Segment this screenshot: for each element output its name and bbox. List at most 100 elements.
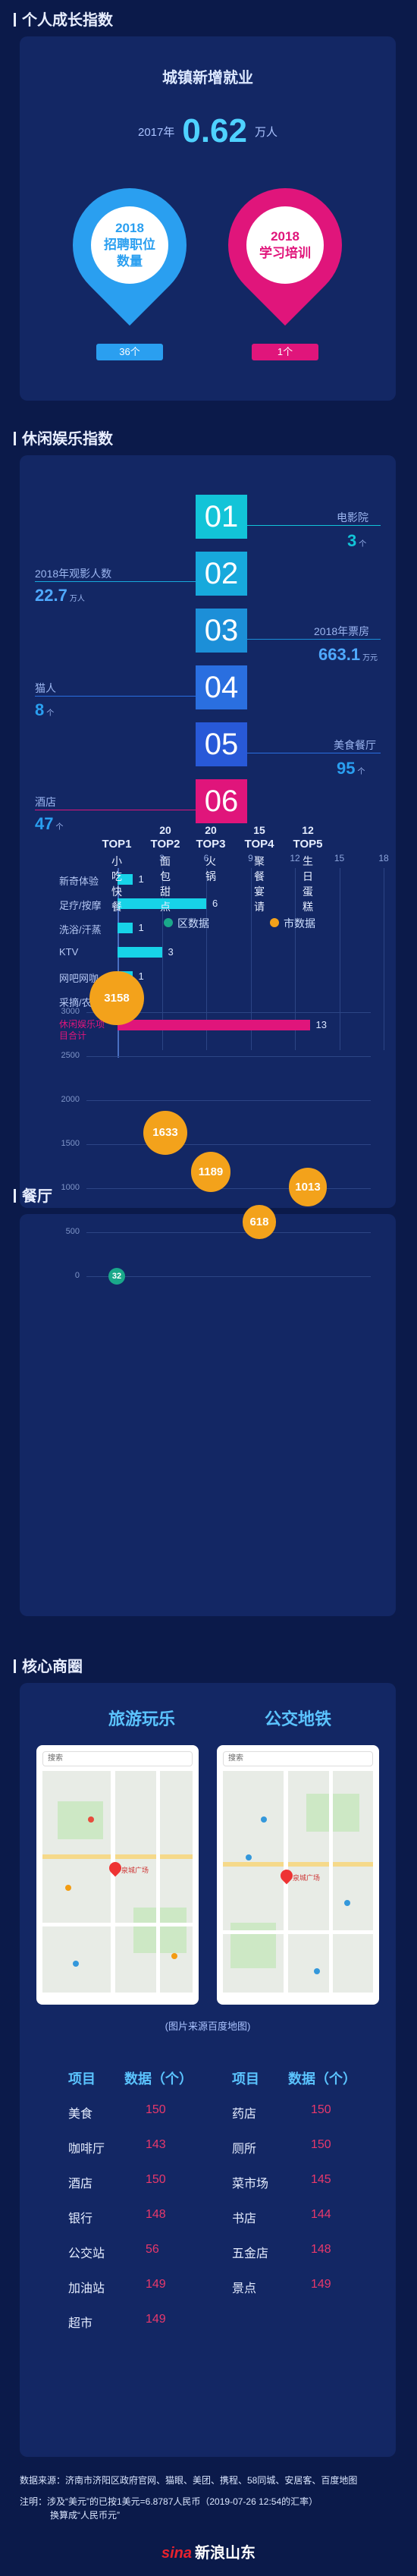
item-count: 150	[311, 2103, 331, 2116]
growth-panel: 城镇新增就业 2017年 0.62 万人 2018 招聘职位 数量 36个 2018 学习…	[20, 36, 396, 401]
bar-category: 洗浴/汗蒸	[59, 924, 102, 936]
table-row: 咖啡厅 143 厕所 150	[45, 2128, 372, 2162]
x-tick: 12	[290, 853, 300, 863]
item-count: 144	[311, 2208, 331, 2221]
x-gridline	[206, 868, 207, 1050]
gridline	[86, 1100, 371, 1101]
item-name: 书店	[232, 2213, 257, 2225]
bar-value: 1	[138, 873, 144, 885]
item-name: 景点	[232, 2282, 257, 2295]
tourism-map[interactable]: 泉城广场	[42, 1771, 193, 1993]
block-03: 03	[196, 609, 247, 653]
item-name: 超市	[68, 2317, 93, 2330]
recruit-count: 36个	[96, 344, 163, 360]
bar-category: 休闲娱乐项目合计	[59, 1019, 105, 1041]
table-header: 项目 数据（个） 项目 数据（个）	[68, 2071, 356, 2087]
item-name: 菜市场	[232, 2178, 269, 2191]
section-title-business: 核心商圈	[14, 1654, 83, 1676]
growth-unit: 万人	[255, 126, 278, 139]
category-name: 聚餐宴请	[254, 855, 265, 913]
item-name: 咖啡厅	[68, 2143, 105, 2156]
sina-logo: sina 新浪山东	[161, 2545, 256, 2562]
legend-label: 市数据	[284, 917, 315, 929]
city-bubble: 1633	[143, 1110, 187, 1155]
block-02: 02	[196, 552, 247, 596]
growth-value: 0.62	[182, 112, 247, 149]
cat-label: 猫人	[35, 682, 56, 694]
gridline	[86, 1144, 371, 1145]
training-count: 1个	[252, 344, 318, 360]
restaurant-value: 95 个	[337, 759, 365, 778]
right-phone-searchbar[interactable]: 搜索	[223, 1751, 373, 1766]
item-count: 143	[146, 2138, 166, 2151]
gridline	[86, 1188, 371, 1189]
table-row: 超市 149	[45, 2302, 372, 2337]
left-phone-searchbar[interactable]: 搜索	[42, 1751, 193, 1766]
sina-mark-icon: sina	[161, 2545, 193, 2562]
category-name: 小吃快餐	[111, 855, 122, 913]
item-count: 148	[311, 2243, 331, 2256]
y-tick: 0	[74, 1271, 80, 1280]
connector-2	[35, 581, 196, 582]
gridline	[86, 1276, 371, 1277]
item-name: 五金店	[232, 2247, 269, 2260]
table-row: 美食 150 药店 150	[45, 2093, 372, 2128]
bar-value: 6	[212, 898, 218, 909]
bar-category: 网吧网咖	[59, 973, 99, 984]
bar-category: 新奇体验	[59, 876, 99, 887]
source-note: (图片来源百度地图)	[165, 2021, 251, 2032]
legend-dot-icon	[270, 918, 279, 927]
city-bubble: 1013	[288, 1168, 328, 1206]
x-gridline	[250, 868, 252, 1050]
growth-value-line: 2017年 0.62 万人	[20, 112, 396, 150]
section-title-restaurant: 餐厅	[14, 1184, 52, 1206]
x-category: TOP2	[150, 838, 180, 851]
tourism-heading: 旅游玩乐	[108, 1709, 175, 1728]
gridline	[86, 1232, 371, 1233]
x-category: TOP5	[293, 838, 323, 851]
cinema-label: 电影院	[337, 511, 368, 524]
x-category: TOP4	[244, 838, 274, 851]
item-count: 145	[311, 2173, 331, 2186]
left-map-place: 泉城广场	[121, 1867, 149, 1874]
y-tick: 500	[65, 1227, 80, 1236]
x-category: TOP3	[196, 838, 226, 851]
item-count: 148	[146, 2208, 166, 2221]
item-name: 厕所	[232, 2143, 257, 2156]
x-tick: 18	[378, 853, 389, 863]
x-tick: 15	[334, 853, 345, 863]
boxoffice-value: 663.1 万元	[318, 645, 378, 664]
bar-value: 1	[138, 970, 144, 982]
bar	[118, 874, 133, 885]
district-value: 20	[159, 824, 171, 836]
bar-value: 3	[168, 946, 174, 958]
bar	[118, 1020, 310, 1030]
legend-label: 区数据	[177, 917, 209, 929]
item-count: 150	[146, 2103, 166, 2116]
item-name: 美食	[68, 2108, 93, 2121]
section-title-growth: 个人成长指数	[14, 8, 113, 30]
city-bubble: 3158	[89, 971, 144, 1026]
transit-map[interactable]: 泉城广场	[223, 1771, 373, 1993]
table-row: 银行 148 书店 144	[45, 2197, 372, 2232]
legend-dot-icon	[164, 918, 173, 927]
block-04: 04	[196, 665, 247, 709]
district-value: 15	[253, 824, 265, 836]
viewers-label: 2018年观影人数	[35, 568, 112, 580]
x-category: TOP1	[102, 838, 132, 851]
category-name: 火锅	[205, 855, 216, 882]
connector-1	[247, 525, 381, 526]
block-05: 05	[196, 722, 247, 766]
x-tick: 9	[248, 853, 253, 863]
boxoffice-label: 2018年票房	[314, 625, 370, 637]
district-bubble: 32	[108, 1268, 125, 1285]
item-name: 酒店	[68, 2178, 93, 2191]
table-row: 加油站 149 景点 149	[45, 2267, 372, 2302]
growth-heading: 城镇新增就业	[162, 70, 253, 86]
x-gridline	[295, 868, 296, 1050]
item-name: 药店	[232, 2108, 257, 2121]
category-name: 面包甜点	[160, 855, 171, 913]
block-01: 01	[196, 495, 247, 539]
